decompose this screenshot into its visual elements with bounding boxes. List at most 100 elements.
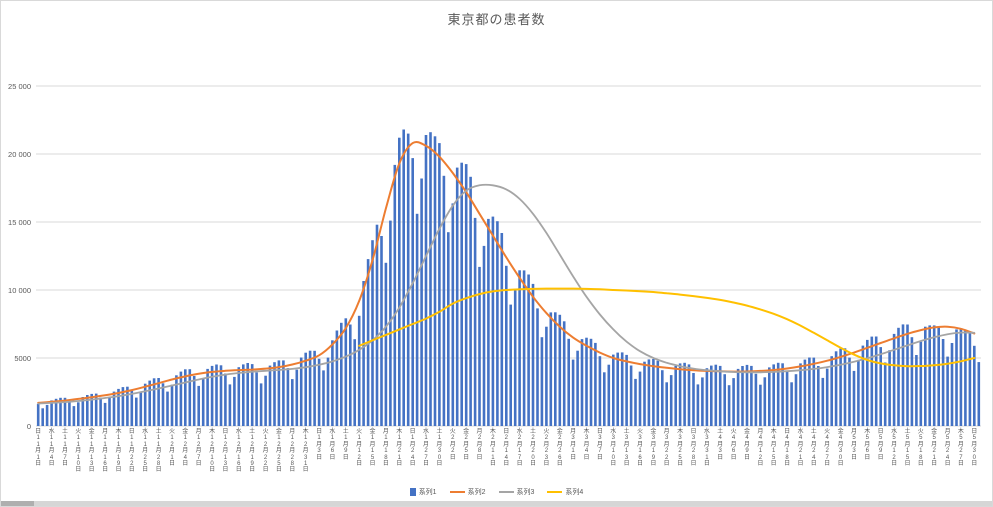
bar xyxy=(242,364,245,426)
bar xyxy=(745,364,749,426)
bar xyxy=(754,373,758,426)
bar xyxy=(919,341,923,426)
bar xyxy=(152,378,156,426)
bar xyxy=(411,158,414,426)
bar xyxy=(344,318,348,426)
legend-item-4[interactable]: 系列4 xyxy=(547,487,583,497)
bar xyxy=(594,342,597,426)
y-axis-label: 25 000 xyxy=(8,81,31,91)
bar xyxy=(785,371,789,426)
spreadsheet-row-strip xyxy=(1,501,992,506)
bar xyxy=(866,339,869,426)
bar xyxy=(50,400,53,426)
bar xyxy=(718,365,722,426)
bar xyxy=(491,216,495,426)
legend[interactable]: 系列1 系列2 系列3 系列4 xyxy=(1,487,992,497)
bar xyxy=(852,370,856,426)
bar xyxy=(941,339,945,426)
bar xyxy=(589,338,593,426)
series3-line xyxy=(37,183,976,405)
bar xyxy=(705,368,709,426)
bar xyxy=(331,340,334,426)
bar xyxy=(447,232,450,426)
bar xyxy=(687,364,691,426)
bar xyxy=(723,374,726,426)
legend-line-marker xyxy=(449,491,465,493)
bar xyxy=(246,363,249,426)
series4-line xyxy=(358,287,976,368)
bar xyxy=(277,360,281,426)
legend-item-label: 系列1 xyxy=(418,489,437,496)
legend-item-3[interactable]: 系列3 xyxy=(498,487,534,497)
bar xyxy=(72,406,76,426)
bar xyxy=(103,402,107,426)
bar xyxy=(268,365,272,426)
bar xyxy=(175,375,178,426)
bar xyxy=(794,374,798,426)
bar xyxy=(540,337,544,426)
bar xyxy=(696,384,700,426)
bar xyxy=(620,352,624,426)
bar xyxy=(59,397,62,426)
bar xyxy=(482,245,486,426)
bar xyxy=(750,365,753,426)
y-axis-label: 15 000 xyxy=(8,217,31,227)
bar xyxy=(112,391,116,426)
bar xyxy=(420,178,423,426)
bar xyxy=(210,365,214,426)
bar xyxy=(625,354,628,426)
bar xyxy=(304,352,307,426)
legend-item-1[interactable]: 系列1 xyxy=(409,487,437,497)
legend-item-2[interactable]: 系列2 xyxy=(449,487,486,497)
bar xyxy=(772,364,775,426)
bar xyxy=(139,391,143,426)
bar xyxy=(487,218,490,426)
bar xyxy=(518,270,521,426)
y-axis-label: 5000 xyxy=(14,353,31,363)
bar xyxy=(683,362,686,426)
bar xyxy=(496,221,499,426)
bar xyxy=(433,136,437,427)
legend-item-label: 系列2 xyxy=(467,489,486,496)
bar xyxy=(166,391,169,426)
bar xyxy=(273,362,276,426)
bar xyxy=(121,387,125,426)
bar xyxy=(964,330,967,426)
bar xyxy=(803,359,807,426)
y-axis-label: 20 000 xyxy=(8,149,31,159)
bar xyxy=(607,364,611,426)
bar xyxy=(161,383,165,426)
bar xyxy=(710,365,713,426)
bar xyxy=(250,364,254,426)
bar xyxy=(286,368,290,426)
bar xyxy=(906,324,909,426)
bar xyxy=(522,270,526,426)
legend-bar-marker xyxy=(409,488,416,496)
bar xyxy=(282,360,285,426)
bar xyxy=(170,384,174,426)
bar xyxy=(255,372,258,426)
bar xyxy=(924,326,927,426)
